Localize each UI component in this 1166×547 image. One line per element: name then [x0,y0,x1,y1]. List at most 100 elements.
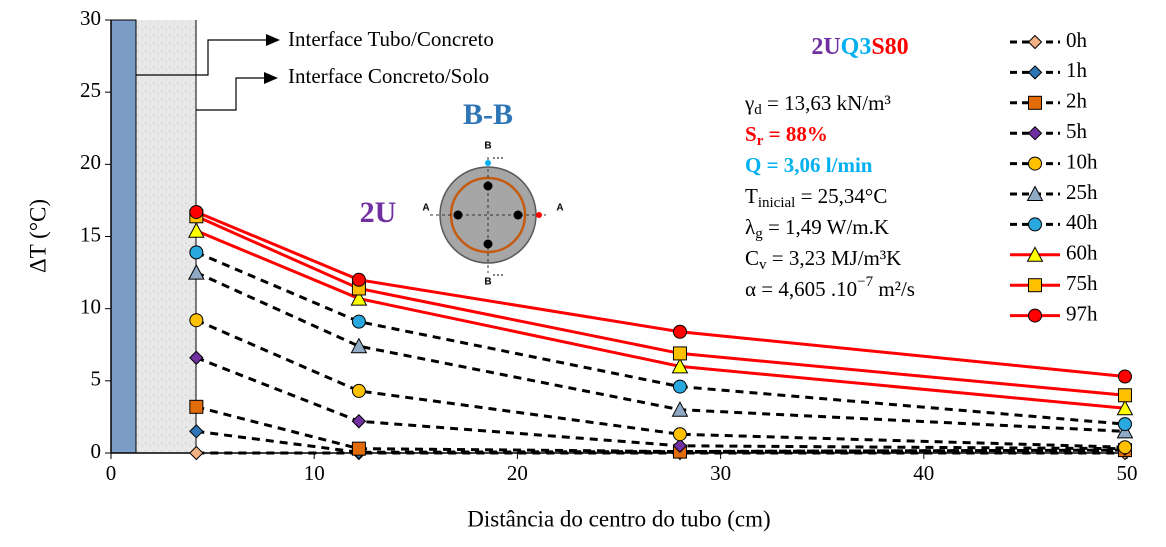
section-label: A [556,203,563,214]
legend-marker [1028,95,1042,110]
legend-label: 40h [1066,210,1098,234]
annotation: Interface Concreto/Solo [288,64,489,88]
series-line [195,210,1126,378]
series-line [195,229,1126,410]
property-rest: = 1,49 W/m.K [763,215,889,239]
y-tick-label: 0 [91,439,102,463]
arrow-head [264,72,278,84]
marker [351,272,366,287]
legend-label: 97h [1066,301,1098,325]
property-sub: r [757,133,764,149]
marker [1117,440,1132,455]
legend-label: 5h [1066,119,1088,143]
series-line [195,318,1126,449]
legend-label: 60h [1066,241,1098,265]
config-label: 2U [360,196,397,229]
x-tick-label: 0 [106,461,117,485]
series-line [195,356,1125,451]
marker [189,245,204,260]
marker [672,346,687,361]
property: Cv = 3,23 MJ/m³K [745,246,901,274]
x-tick-label: 30 [710,461,731,485]
marker [350,290,368,306]
section-label: B [484,141,491,152]
property: γd = 13,63 kN/m³ [744,91,891,119]
marker [351,383,366,398]
legend-marker [1028,156,1042,171]
property: α = 4,605 .10−7 m²/s [745,274,915,300]
y-tick-label: 5 [91,367,102,391]
property-text: γ [744,91,754,115]
marker [672,438,688,453]
property-sup: −7 [857,274,873,290]
marker [189,445,204,461]
y-tick-label: 20 [80,150,101,174]
marker [188,222,205,238]
concrete-region [136,20,196,453]
cross-section [430,157,546,276]
x-tick-label: 20 [507,461,528,485]
marker [189,204,204,219]
pipe-interface-arrow [136,39,266,76]
x-tick-label: 10 [304,461,325,485]
legend-marker [1028,308,1042,323]
y-axis-title: ΔT (°C) [25,199,50,273]
property-text: T [745,184,758,208]
marker [1117,369,1132,384]
marker [672,324,687,339]
property-sub: g [755,226,763,242]
legend-label: 2h [1066,89,1088,113]
pipe-region [110,19,137,454]
legend-label: 75h [1066,271,1098,295]
marker [672,379,687,394]
property-sub: inicial [758,195,796,211]
legend-marker [1026,185,1044,201]
property-sub: v [759,257,767,273]
legend-marker [1027,34,1043,50]
series-line [195,405,1125,454]
arrow-head [266,34,280,46]
y-tick-label: 10 [80,294,101,318]
test-id-part: 2U [811,34,840,60]
marker [671,401,689,417]
property: Sr = 88% [745,122,828,150]
legend-marker [1027,65,1043,80]
marker [189,424,204,439]
property-text: Q = 3,06 l/min [745,153,873,177]
marker [351,314,366,329]
series-line [195,271,1126,433]
test-id: 2UQ3S80 [811,34,908,60]
property-rest: = 25,34°C [795,184,887,208]
property-text: C [745,246,759,270]
marker [189,399,204,414]
marker [351,414,367,429]
property-rest: = 88% [763,122,827,146]
y-tick-label: 30 [80,6,101,30]
series-line [195,250,1126,426]
marker [351,441,366,456]
legend-label: 1h [1066,58,1088,82]
section-label: A [422,203,429,214]
property: Tinicial = 25,34°C [745,184,887,212]
series-line [195,214,1126,397]
x-tick-label: 40 [913,461,934,485]
annotation: Interface Tubo/Concreto [288,27,494,51]
marker [672,427,687,442]
property-rest: = 3,23 MJ/m³K [767,246,902,270]
property-text: α = 4,605 .10 [745,277,857,301]
test-id-part: S80 [871,34,908,60]
legend-marker [1026,246,1044,262]
property: λg = 1,49 W/m.K [745,215,889,243]
legend-marker [1028,217,1042,232]
property-sub: d [754,102,762,118]
property-text: λ [745,215,756,239]
legend-label: 0h [1066,28,1088,52]
section-title: B-B [463,98,513,131]
y-tick-label: 25 [80,78,101,102]
marker [1116,399,1134,416]
marker [189,313,204,328]
property-rest: m²/s [873,277,915,301]
property: Q = 3,06 l/min [745,153,873,177]
marker [671,357,689,374]
